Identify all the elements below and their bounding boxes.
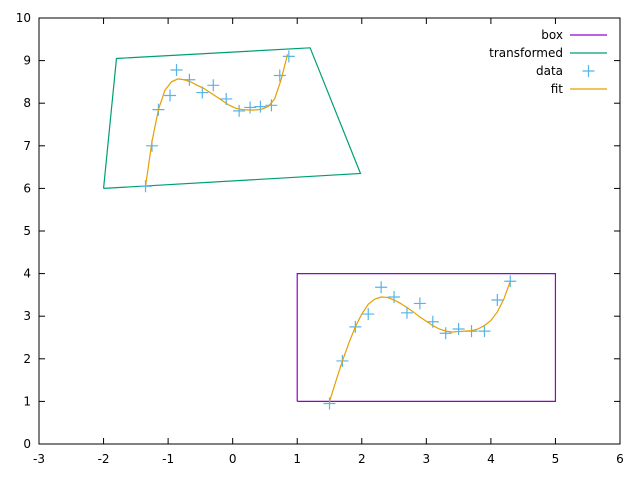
data-point xyxy=(273,69,286,82)
data-point xyxy=(491,294,504,307)
legend: box transformed data fit xyxy=(489,28,607,96)
x-tick-label: -2 xyxy=(98,452,110,466)
legend-label-data: data xyxy=(536,64,563,78)
y-tick-label: 6 xyxy=(23,181,31,195)
data-point xyxy=(265,99,278,112)
series-box-line xyxy=(296,273,557,402)
data-point xyxy=(170,63,183,76)
data-point xyxy=(478,325,491,338)
legend-label-box: box xyxy=(541,28,563,42)
data-point xyxy=(362,308,375,321)
x-tick-label: 3 xyxy=(423,452,431,466)
x-tick-label: 5 xyxy=(552,452,560,466)
plot-border xyxy=(38,17,621,445)
plot-area xyxy=(102,47,557,410)
y-tick-label: 4 xyxy=(23,267,31,281)
series-fit-line-1 xyxy=(328,281,511,402)
data-point xyxy=(233,104,246,117)
axes: -3 -2 -1 0 1 2 3 4 5 6 0 1 2 3 4 5 6 7 8 9 10 xyxy=(16,11,624,466)
x-tick-label: -1 xyxy=(162,452,174,466)
y-tick-label: 0 xyxy=(23,437,31,451)
data-point xyxy=(164,89,177,102)
x-tick-label: 2 xyxy=(358,452,366,466)
data-point xyxy=(323,397,336,410)
legend-label-fit: fit xyxy=(551,82,564,96)
series-transformed-line xyxy=(102,47,362,189)
data-point xyxy=(254,100,267,113)
x-tick-label: -3 xyxy=(33,452,45,466)
y-tick-label: 5 xyxy=(23,224,31,238)
legend-label-transformed: transformed xyxy=(489,46,563,60)
data-point xyxy=(375,281,388,294)
y-tick-label: 1 xyxy=(23,394,31,408)
data-point xyxy=(388,291,401,304)
data-point xyxy=(413,297,426,310)
data-point xyxy=(282,50,295,63)
y-tick-label: 3 xyxy=(23,309,31,323)
data-point xyxy=(196,86,209,99)
y-tick-label: 10 xyxy=(16,11,31,25)
data-point xyxy=(400,306,413,319)
data-point xyxy=(452,322,465,335)
x-tick-label: 0 xyxy=(229,452,237,466)
data-point xyxy=(439,327,452,340)
y-tick-label: 2 xyxy=(23,352,31,366)
data-point xyxy=(207,79,220,92)
legend-sample-data xyxy=(582,65,595,77)
series-fit-line-2 xyxy=(144,54,289,187)
x-tick-label: 4 xyxy=(487,452,495,466)
x-tick-label: 1 xyxy=(293,452,301,466)
y-tick-label: 9 xyxy=(23,54,31,68)
data-point xyxy=(244,101,257,114)
y-tick-label: 7 xyxy=(23,139,31,153)
y-tick-label: 8 xyxy=(23,96,31,110)
x-tick-label: 6 xyxy=(616,452,624,466)
